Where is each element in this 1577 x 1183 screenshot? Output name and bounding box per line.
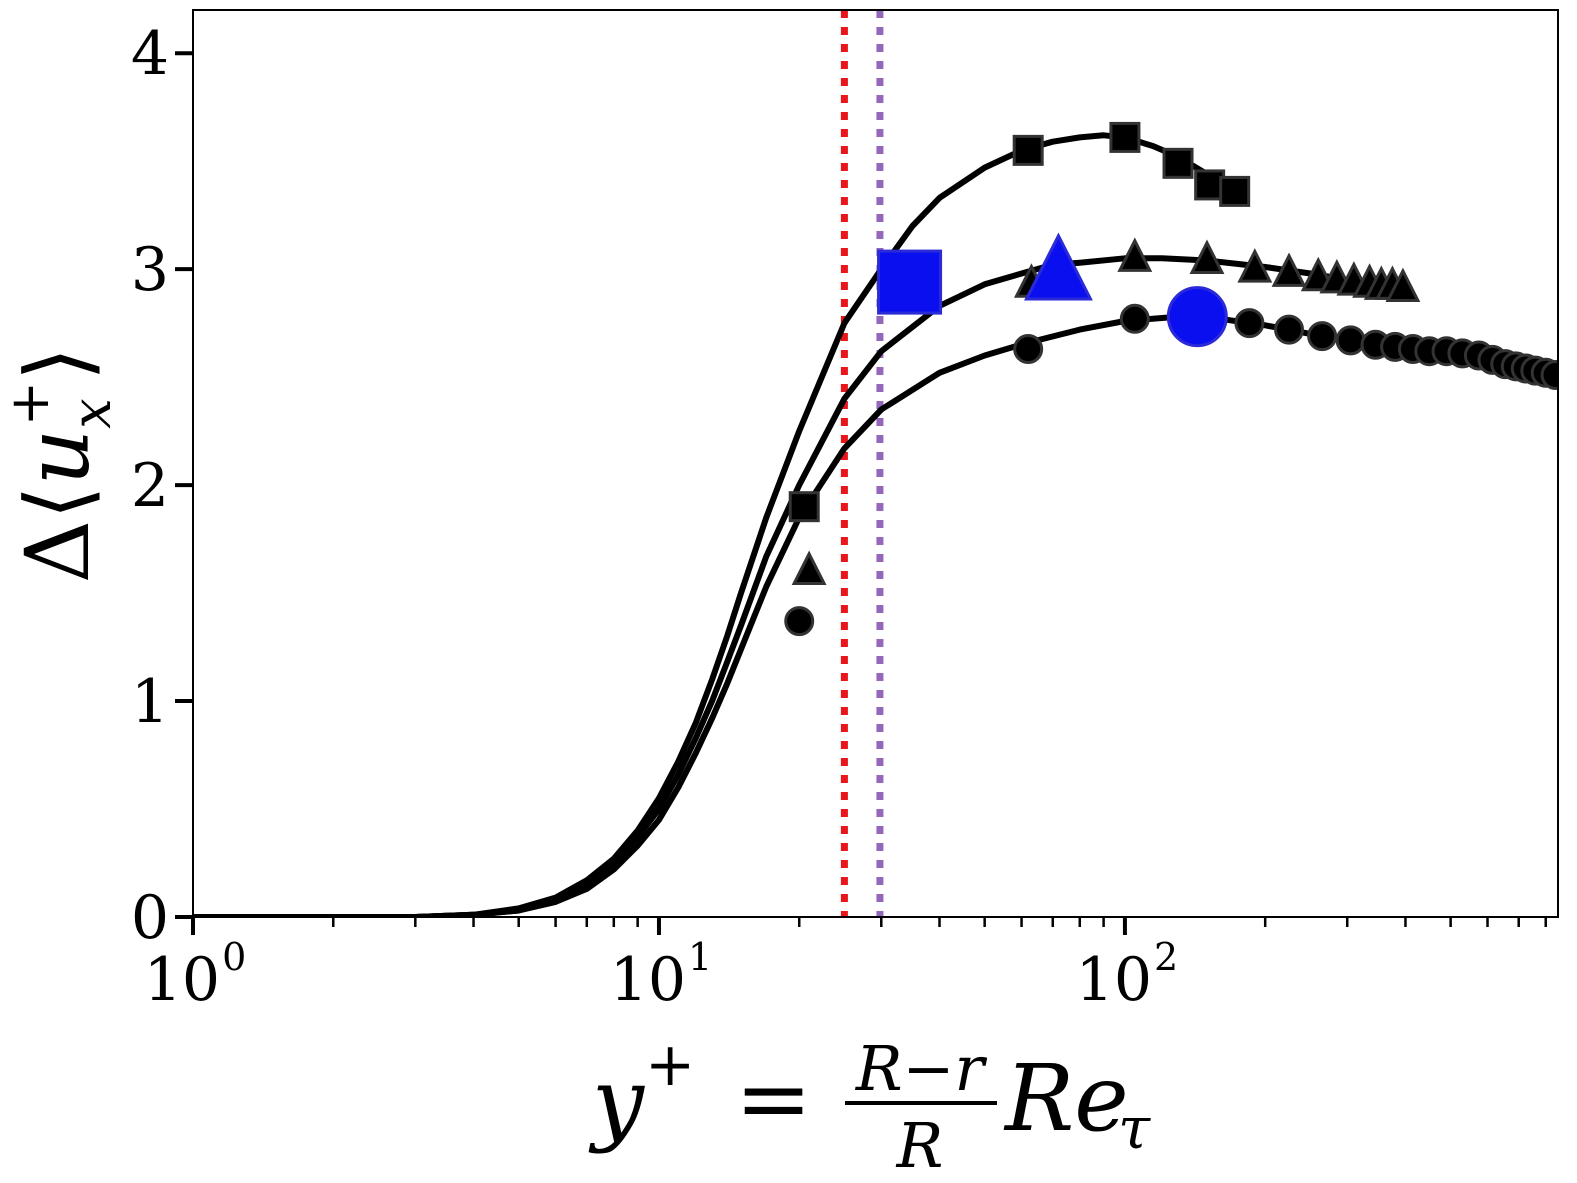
x-title-lhs-sup: +	[645, 1030, 695, 1100]
highlight-markers	[877, 232, 1228, 348]
square-series-marker	[1219, 175, 1251, 207]
x-tick-label: 101	[610, 935, 713, 1015]
y-title-sub: x	[60, 398, 123, 428]
circle-series-marker	[1307, 321, 1338, 352]
square-series-marker	[1162, 147, 1194, 179]
series-curves	[193, 132, 1558, 917]
axes: 0 1 2 3 4 100 101 102	[131, 19, 1547, 1015]
blue-circle-marker	[1166, 286, 1228, 348]
triangle-series-curve	[193, 255, 1406, 917]
y-title-prefix: Δ	[6, 520, 109, 584]
y-title-var: u	[6, 429, 109, 486]
y-tick-label: 1	[131, 667, 169, 737]
circle-series-marker	[1540, 359, 1558, 390]
square-series-marker	[1012, 134, 1044, 166]
blue-triangle-marker	[1024, 232, 1093, 301]
square-series-marker	[1109, 121, 1141, 153]
y-tick-label: 3	[131, 235, 169, 305]
x-title-frac-den: R	[896, 1109, 944, 1182]
x-title-lhs: y	[588, 1048, 645, 1155]
y-tick-label: 0	[131, 883, 169, 953]
x-tick-label: 100	[144, 935, 247, 1015]
series-markers	[784, 121, 1558, 637]
triangle-series-marker	[1117, 237, 1153, 272]
circle-series-marker	[784, 606, 815, 637]
triangle-series-marker	[1237, 248, 1273, 283]
svg-text:Δ⟨ux+⟩: Δ⟨ux+⟩	[0, 347, 123, 584]
square-series-curve	[193, 132, 1244, 917]
x-tick-label: 102	[1076, 935, 1179, 1015]
circle-series-curve	[193, 313, 1558, 917]
y-tick-label: 2	[131, 451, 169, 521]
circle-series-marker	[1119, 303, 1150, 334]
circle-series-marker	[1013, 334, 1044, 365]
x-axis-title: y + = R−r R Re τ	[588, 1030, 1151, 1182]
triangle-series-marker	[1385, 267, 1421, 303]
y-title-sup: +	[0, 381, 61, 426]
x-title-tail-sub: τ	[1118, 1094, 1151, 1162]
circle-series-marker	[1234, 308, 1265, 339]
blue-square-marker	[877, 249, 943, 315]
plot-frame	[192, 9, 1559, 918]
x-title-tail: Re	[1003, 1045, 1129, 1152]
triangle-series-marker	[791, 550, 827, 585]
y-axis-title: Δ⟨ux+⟩	[0, 347, 123, 584]
circle-series-marker	[1335, 325, 1366, 356]
square-series-marker	[788, 491, 820, 523]
y-tick-label: 4	[131, 19, 169, 89]
y-title-close-bracket: ⟩	[6, 347, 109, 381]
circle-series-marker	[1274, 314, 1305, 345]
triangle-series-marker	[1271, 252, 1307, 287]
reference-lines	[840, 10, 884, 917]
x-title-frac-num: R−r	[855, 1032, 988, 1105]
x-title-equals: =	[735, 1045, 812, 1152]
triangle-series-marker	[1189, 239, 1225, 274]
y-title-open-bracket: ⟨	[6, 485, 109, 519]
